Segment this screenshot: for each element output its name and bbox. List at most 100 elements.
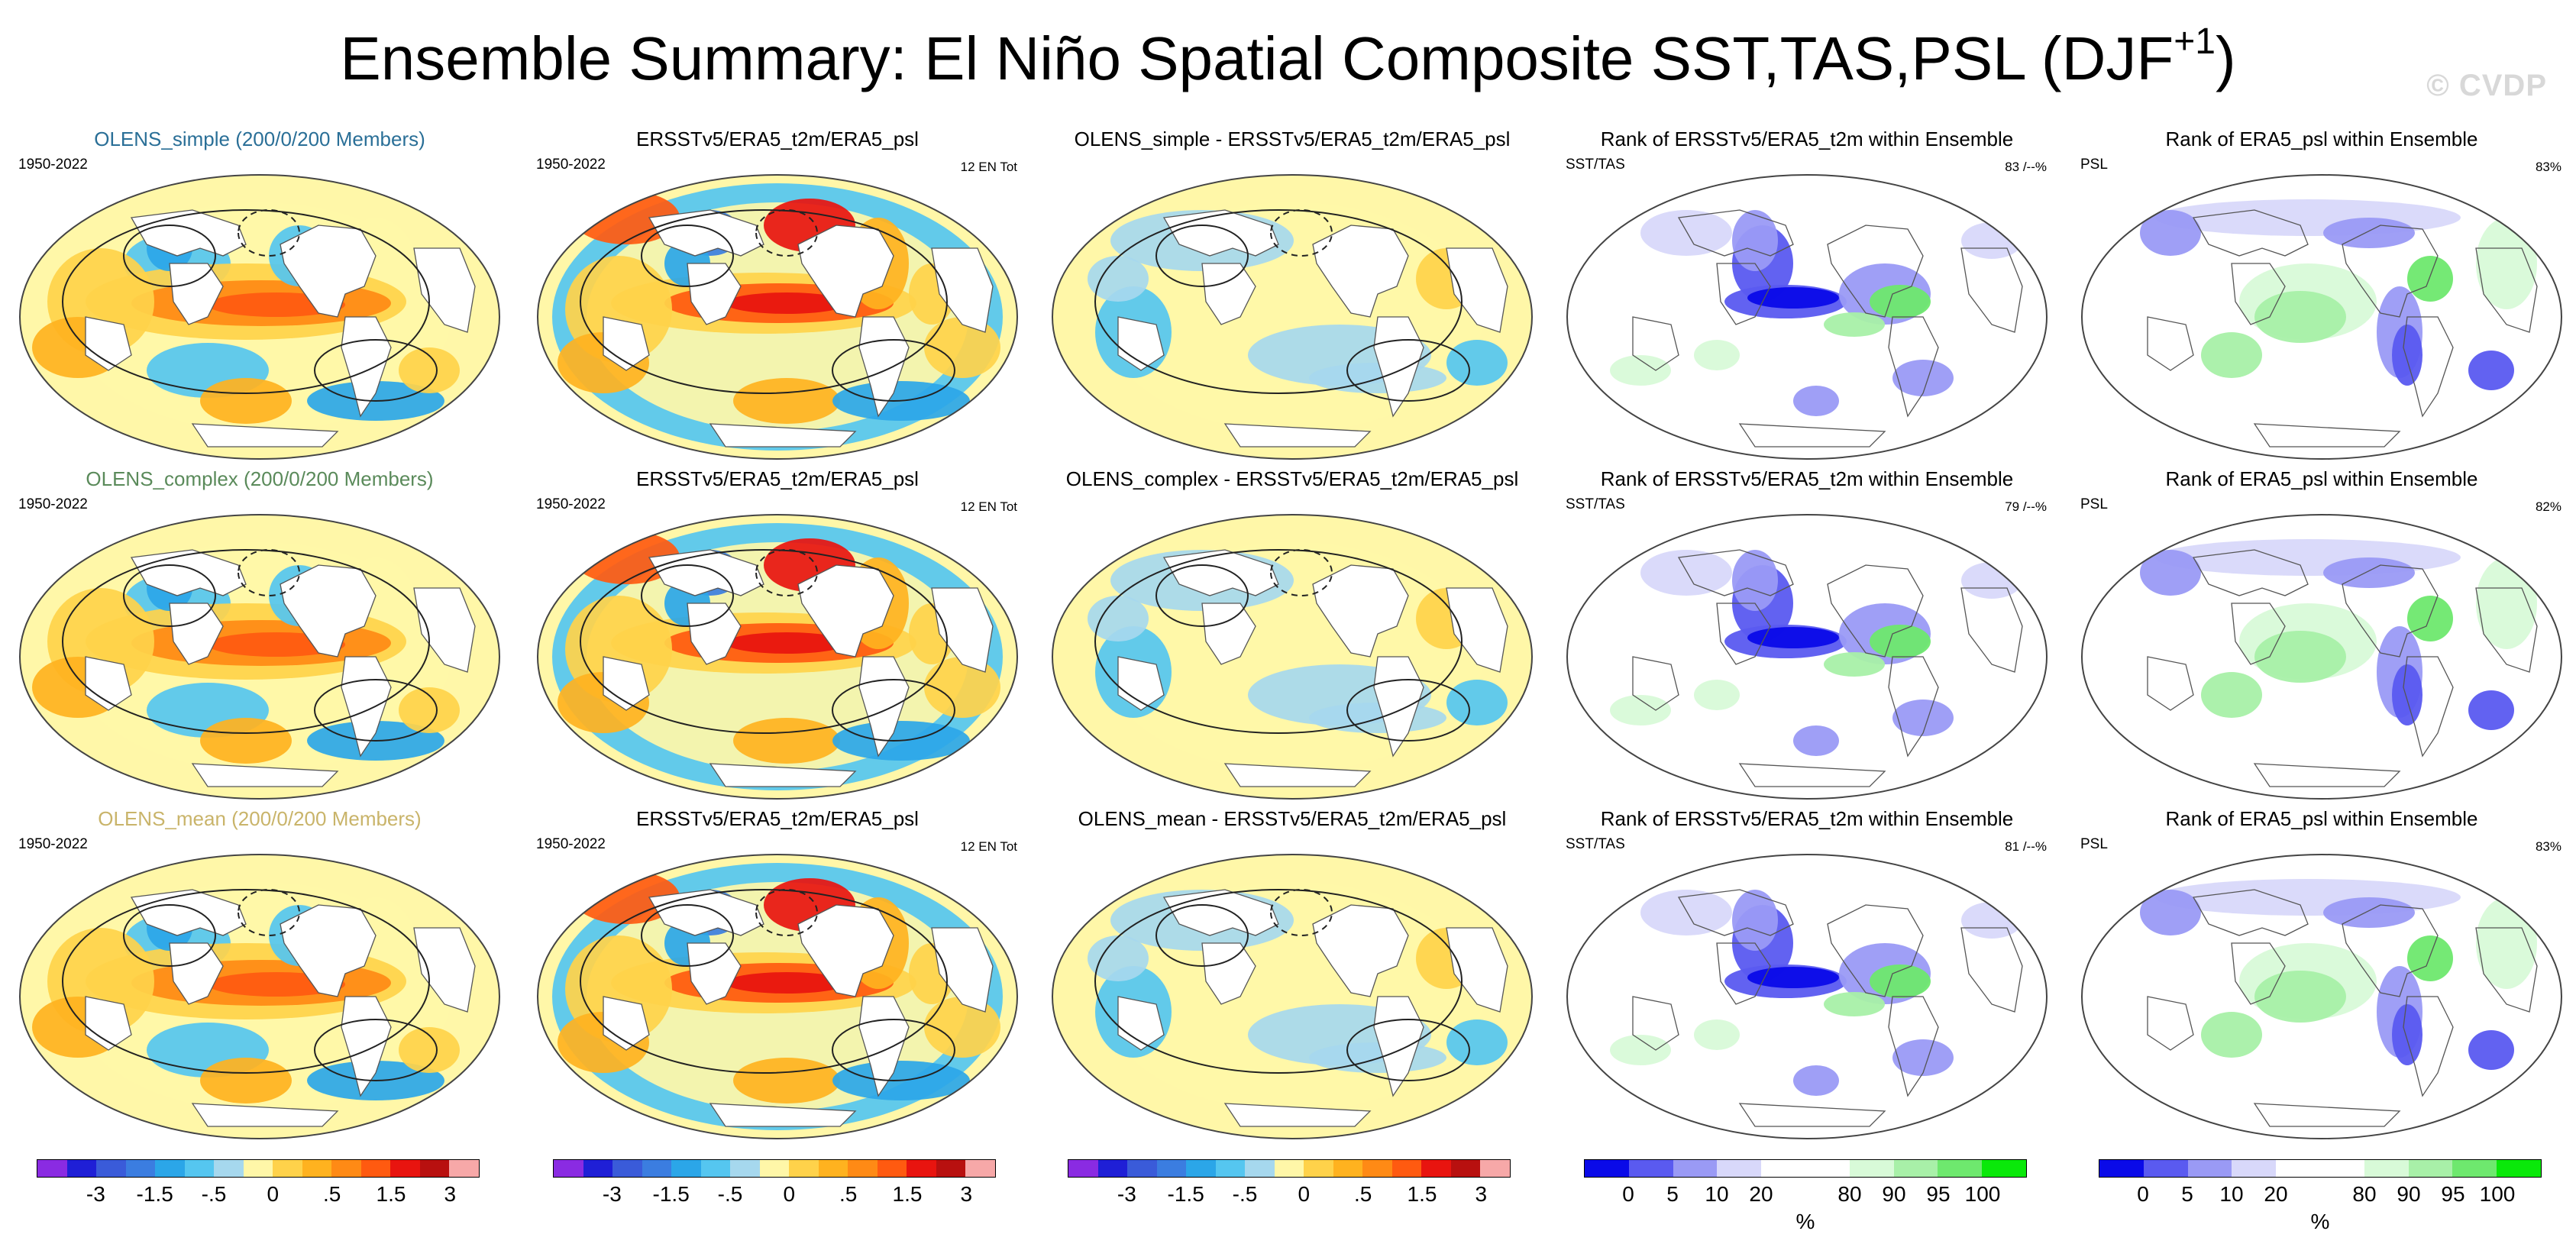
panel-right-label: 83 /--% [2005,160,2047,174]
field-blob [1892,360,1954,396]
map-border [1051,854,1534,1139]
colorbar-swatches [37,1159,480,1178]
panel-title: OLENS_mean (200/0/200 Members) [98,807,422,830]
continent-outline [2192,209,2309,257]
colorbar-swatch [1893,1160,1938,1177]
colorbar-swatch [730,1160,760,1177]
continent-outline [2147,656,2194,711]
field-blob [2407,935,2453,981]
colorbar-4: 0 5 10 20 80 90 95 100% [1584,1159,2027,1233]
colorbar-swatch [1362,1160,1392,1177]
field-blob [1793,725,1839,756]
psl-contour [122,564,217,627]
continent-outline [1632,656,1679,711]
colorbar-swatch [671,1160,701,1177]
continent-outline [413,587,476,673]
panel-title: OLENS_mean - ERSSTv5/ERA5_t2m/ERA5_psl [1078,807,1507,830]
continent-outline [413,927,476,1013]
colorbar-tick-label: -3 [602,1182,622,1206]
psl-contour [61,889,431,1074]
psl-contour-negative [1269,209,1333,257]
field-blob [726,292,848,314]
map-panel-r2-c4: Rank of ERSSTv5/ERA5_t2m within Ensemble… [1555,466,2059,802]
psl-contour [61,209,431,394]
map-border [1566,174,2048,460]
panel-left-label: PSL [2080,496,2108,512]
continent-outline [1716,603,1771,665]
continent-outline [709,1103,857,1127]
map-panel-r2-c2: ERSSTv5/ERA5_t2m/ERA5_psl 1950-2022 12 EN … [525,466,1029,802]
panel-right-label: 82% [2535,499,2561,514]
map-plot [1566,174,2048,460]
field-blob [2392,325,2422,386]
psl-contour-negative [755,549,819,596]
continent-outline [1738,1103,1886,1127]
continent-outline [2147,996,2194,1051]
continent-outline [2403,316,2454,418]
field-blob [1892,700,1954,736]
continent-outline [1632,316,1679,371]
psl-contour-negative [755,209,819,257]
panel-title: Rank of ERA5_psl within Ensemble [2165,128,2478,150]
map-plot [2080,854,2563,1139]
field-blob [2201,332,2262,378]
colorbar-swatch [1585,1160,1629,1177]
map-border [2080,854,2563,1139]
map-border [18,514,501,800]
continent-outline [85,316,132,371]
colorbar-unit: % [1795,1210,1815,1233]
continent-outline [1960,587,2023,673]
continent-outline [191,423,339,448]
continent-outline [2475,587,2538,673]
continent-outline [1201,263,1256,325]
panel-title: Rank of ERSSTv5/ERA5_t2m within Ensemble [1600,467,2014,490]
continent-outline [931,247,994,333]
continent-outline [1312,225,1409,318]
colorbar-swatch [1245,1160,1275,1177]
continent-outline [1632,996,1679,1051]
psl-contour [831,1019,956,1081]
psl-contour [640,564,735,627]
map-plot [18,854,501,1139]
field-blob [1747,627,1839,648]
continent-outline [1223,423,1372,448]
colorbar-tick-label: -1.5 [652,1182,690,1206]
continent-outline [687,603,742,665]
map-plot [536,854,1019,1139]
colorbar-swatch [243,1160,273,1177]
colorbar-swatch [1421,1160,1451,1177]
colorbar-swatch [2408,1160,2453,1177]
colorbar-tick-label: 10 [1705,1182,1729,1206]
map-border [1051,514,1534,800]
colorbar-tick-label: 20 [2264,1182,2288,1206]
colorbar-swatch [642,1160,672,1177]
colorbar-tick-label: 100 [2479,1182,2516,1206]
field-blob [2476,218,2537,309]
colorbar-swatch [1761,1160,1805,1177]
field-blob [1824,312,1885,337]
panel-left-label: 1950-2022 [536,496,606,512]
continent-outline [1827,564,1924,658]
field-blob [399,687,460,733]
continent-outline [2403,656,2454,758]
colorbar-swatch [2187,1160,2232,1177]
continent-outline [603,996,650,1051]
colorbar-swatch [1068,1160,1098,1177]
colorbar-tick-label: 90 [2397,1182,2421,1206]
field-blob [2323,218,2415,248]
continent-outline [1716,263,1771,325]
continent-outline [280,225,377,318]
colorbar-tick-label: 3 [960,1182,973,1206]
field-blob [924,997,1000,1058]
map-border [18,174,501,460]
field-blob [1824,992,1885,1016]
colorbar-swatch [390,1160,420,1177]
psl-contour [1346,679,1471,742]
psl-contour [1155,904,1249,967]
colorbar-tick-label: -1.5 [136,1182,173,1206]
continent-outline [1677,549,1794,596]
panel-left-label: 1950-2022 [18,157,88,173]
continent-outline [1201,603,1256,665]
colorbar-tick-label: 5 [1666,1182,1679,1206]
map-panel-r2-c1: OLENS_complex (200/0/200 Members) 1950-20… [8,466,512,802]
